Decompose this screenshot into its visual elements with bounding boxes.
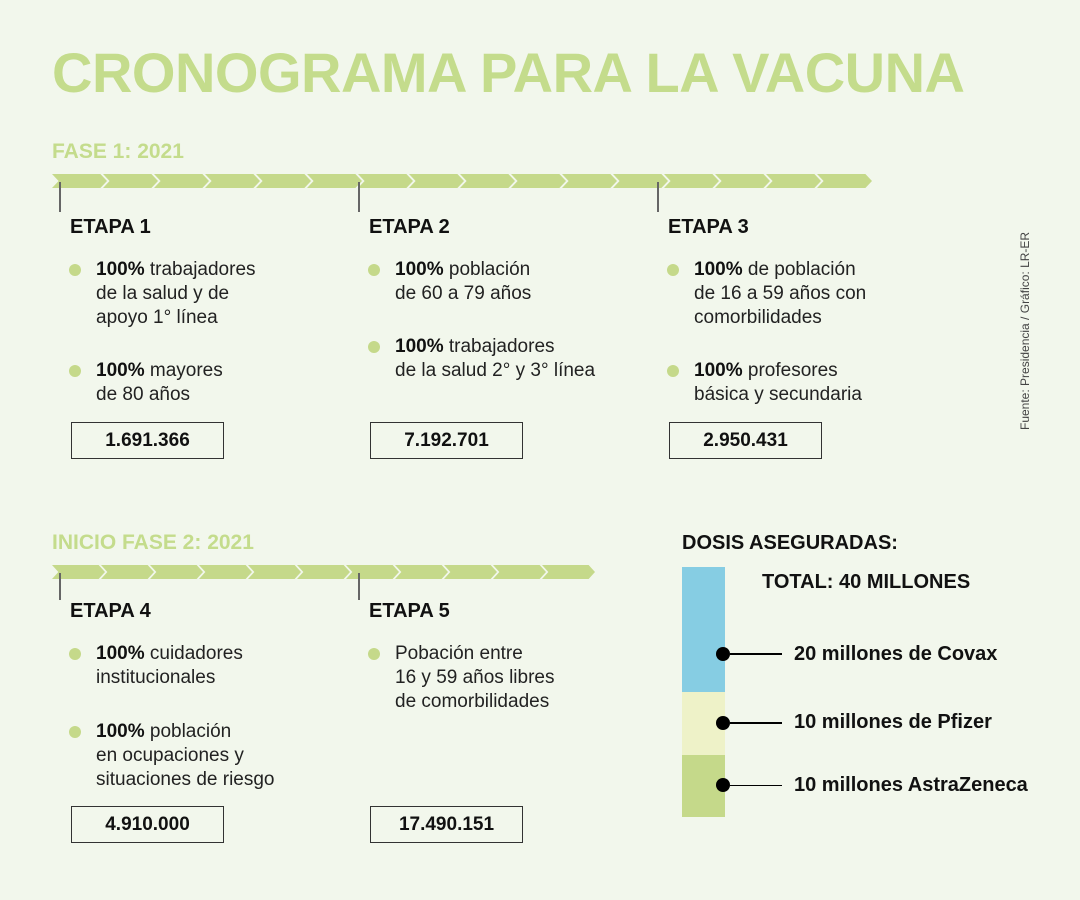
dosis-legend-label: 20 millones de Covax xyxy=(794,642,998,665)
leader-line xyxy=(730,653,782,655)
etapa5-total: 17.490.151 xyxy=(370,806,523,843)
timeline-chevron xyxy=(199,565,252,579)
etapa3-item1: 100% de población de 16 a 59 años con co… xyxy=(667,258,866,330)
dosis-legend-item: 20 millones de Covax xyxy=(716,643,997,666)
timeline-chevron xyxy=(542,565,595,579)
timeline-chevron xyxy=(460,174,515,188)
etapa5-label: ETAPA 5 xyxy=(369,600,450,622)
etapa1-tick xyxy=(59,182,61,212)
timeline-chevron xyxy=(613,174,668,188)
timeline-chevron xyxy=(256,174,311,188)
bullet-icon xyxy=(69,264,81,276)
bullet-icon xyxy=(368,264,380,276)
timeline-chevron xyxy=(493,565,546,579)
bullet-icon xyxy=(69,648,81,660)
timeline-chevron xyxy=(101,565,154,579)
etapa4-item2: 100% población en ocupaciones y situacio… xyxy=(69,720,275,792)
etapa4-label: ETAPA 4 xyxy=(70,600,151,622)
bullet-icon xyxy=(69,726,81,738)
dot-marker-icon xyxy=(716,778,730,793)
etapa3-item2: 100% profesores básica y secundaria xyxy=(667,359,862,407)
etapa3-total: 2.950.431 xyxy=(669,422,822,459)
timeline-chevron xyxy=(52,174,107,188)
leader-line xyxy=(730,784,782,786)
bullet-icon xyxy=(667,365,679,377)
timeline-chevron xyxy=(409,174,464,188)
dosis-legend-item: 10 millones AstraZeneca xyxy=(716,774,1028,797)
bullet-icon xyxy=(368,648,380,660)
etapa2-item1: 100% población de 60 a 79 años xyxy=(368,258,531,306)
etapa5-item1: Pobación entre 16 y 59 años libres de co… xyxy=(368,642,555,714)
timeline-chevron xyxy=(248,565,301,579)
timeline-chevron xyxy=(715,174,770,188)
etapa1-total: 1.691.366 xyxy=(71,422,224,459)
timeline-chevron xyxy=(103,174,158,188)
phase2-label: INICIO FASE 2: 2021 xyxy=(52,531,254,554)
timeline-chevron xyxy=(205,174,260,188)
dot-marker-icon xyxy=(716,715,730,730)
timeline-chevron xyxy=(664,174,719,188)
phase2-timeline xyxy=(52,565,595,579)
timeline-chevron xyxy=(297,565,350,579)
timeline-chevron xyxy=(444,565,497,579)
phase1-label: FASE 1: 2021 xyxy=(52,140,184,163)
dot-marker-icon xyxy=(716,647,730,661)
etapa1-item2: 100% mayores de 80 años xyxy=(69,359,223,407)
dosis-heading: DOSIS ASEGURADAS: xyxy=(682,532,898,554)
etapa4-total: 4.910.000 xyxy=(71,806,224,843)
timeline-chevron xyxy=(307,174,362,188)
dosis-legend-label: 10 millones de Pfizer xyxy=(794,711,992,734)
etapa1-item1: 100% trabajadores de la salud y de apoyo… xyxy=(69,258,256,330)
timeline-chevron xyxy=(562,174,617,188)
phase1-timeline xyxy=(52,174,872,188)
dosis-segment xyxy=(682,567,725,692)
timeline-chevron xyxy=(150,565,203,579)
bullet-icon xyxy=(69,365,81,377)
etapa3-tick xyxy=(657,182,659,212)
timeline-chevron xyxy=(395,565,448,579)
etapa1-label: ETAPA 1 xyxy=(70,216,151,238)
etapa2-label: ETAPA 2 xyxy=(369,216,450,238)
etapa2-item2: 100% trabajadores de la salud 2° y 3° lí… xyxy=(368,335,595,383)
dosis-legend-item: 10 millones de Pfizer xyxy=(716,711,992,734)
dosis-legend-label: 10 millones AstraZeneca xyxy=(794,773,1028,796)
leader-line xyxy=(730,722,782,724)
etapa2-tick xyxy=(358,182,360,212)
etapa3-label: ETAPA 3 xyxy=(668,216,749,238)
page-title: CRONOGRAMA PARA LA VACUNA xyxy=(52,41,965,104)
timeline-chevron xyxy=(358,174,413,188)
bullet-icon xyxy=(368,341,380,353)
timeline-chevron xyxy=(511,174,566,188)
etapa2-total: 7.192.701 xyxy=(370,422,523,459)
timeline-chevron xyxy=(817,174,872,188)
dosis-total: TOTAL: 40 MILLONES xyxy=(762,571,971,593)
etapa4-tick xyxy=(59,573,61,600)
etapa4-item1: 100% cuidadores institucionales xyxy=(69,642,243,690)
timeline-chevron xyxy=(52,565,105,579)
etapa5-tick xyxy=(358,573,360,600)
timeline-chevron xyxy=(766,174,821,188)
bullet-icon xyxy=(667,264,679,276)
timeline-chevron xyxy=(154,174,209,188)
source-credit: Fuente: Presidencia / Gráfico: LR-ER xyxy=(1018,231,1032,430)
timeline-chevron xyxy=(346,565,399,579)
